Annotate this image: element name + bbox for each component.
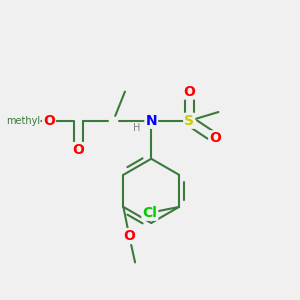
Text: O: O xyxy=(209,131,221,145)
Text: O: O xyxy=(123,229,135,243)
Text: O: O xyxy=(72,143,84,157)
Text: Cl: Cl xyxy=(142,206,157,220)
Text: S: S xyxy=(184,114,194,128)
Text: N: N xyxy=(146,114,157,128)
Text: O: O xyxy=(43,114,55,128)
Text: O: O xyxy=(183,85,195,99)
Text: H: H xyxy=(133,123,140,133)
Text: methyl: methyl xyxy=(6,116,40,126)
